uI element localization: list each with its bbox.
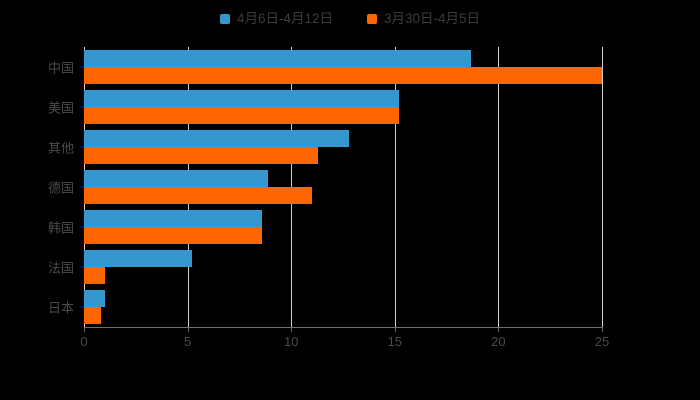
chart-legend: 4月6日-4月12日 3月30日-4月5日 (0, 8, 700, 30)
legend-label: 3月30日-4月5日 (384, 11, 481, 27)
legend-entry[interactable]: 4月6日-4月12日 (219, 11, 333, 27)
bar[interactable] (84, 147, 319, 164)
x-axis-tick-mark (602, 327, 603, 332)
gridline (394, 47, 396, 327)
x-axis-line (84, 327, 603, 328)
bar[interactable] (84, 50, 472, 67)
gridline (602, 47, 603, 327)
x-axis-tick-label: 20 (491, 334, 506, 349)
y-axis-tick-label: 韩国 (47, 220, 74, 236)
bar[interactable] (84, 187, 312, 204)
x-axis-tick-mark (291, 327, 293, 332)
bar[interactable] (84, 90, 399, 107)
bar[interactable] (84, 67, 602, 84)
x-axis-tick-mark (187, 327, 189, 332)
x-axis-tick-mark (498, 327, 500, 332)
bar[interactable] (84, 267, 105, 284)
y-axis-tick-label: 中国 (47, 60, 74, 76)
legend-entry[interactable]: 3月30日-4月5日 (367, 12, 480, 26)
plot-area (84, 47, 603, 327)
x-axis-tick-label: 10 (283, 334, 299, 349)
bar[interactable] (84, 290, 105, 307)
x-axis-tick-mark (394, 327, 396, 332)
x-axis-tick-label: 5 (183, 334, 192, 349)
y-axis-tick-label: 美国 (47, 100, 74, 116)
legend-swatch-icon (219, 14, 230, 24)
x-axis-tick-mark (84, 327, 85, 332)
y-axis-tick-label: 日本 (47, 300, 74, 316)
x-axis-tick-label: 25 (594, 334, 610, 349)
legend-label: 4月6日-4月12日 (236, 11, 333, 27)
bar[interactable] (84, 250, 192, 267)
bar[interactable] (84, 307, 101, 324)
bar[interactable] (84, 130, 350, 147)
x-axis-tick-label: 0 (80, 334, 88, 349)
y-axis-tick-label: 法国 (47, 260, 74, 276)
gridline (498, 47, 500, 327)
bar[interactable] (84, 227, 263, 244)
bar[interactable] (84, 170, 269, 187)
y-axis-tick-label: 其他 (47, 140, 74, 156)
y-axis-tick-label: 德国 (47, 180, 74, 196)
bar[interactable] (84, 210, 263, 227)
bar[interactable] (84, 107, 399, 124)
y-axis-labels: 中国美国其他德国韩国法国日本 (0, 0, 74, 400)
x-axis-tick-label: 15 (387, 334, 403, 349)
legend-swatch-icon (367, 14, 377, 24)
